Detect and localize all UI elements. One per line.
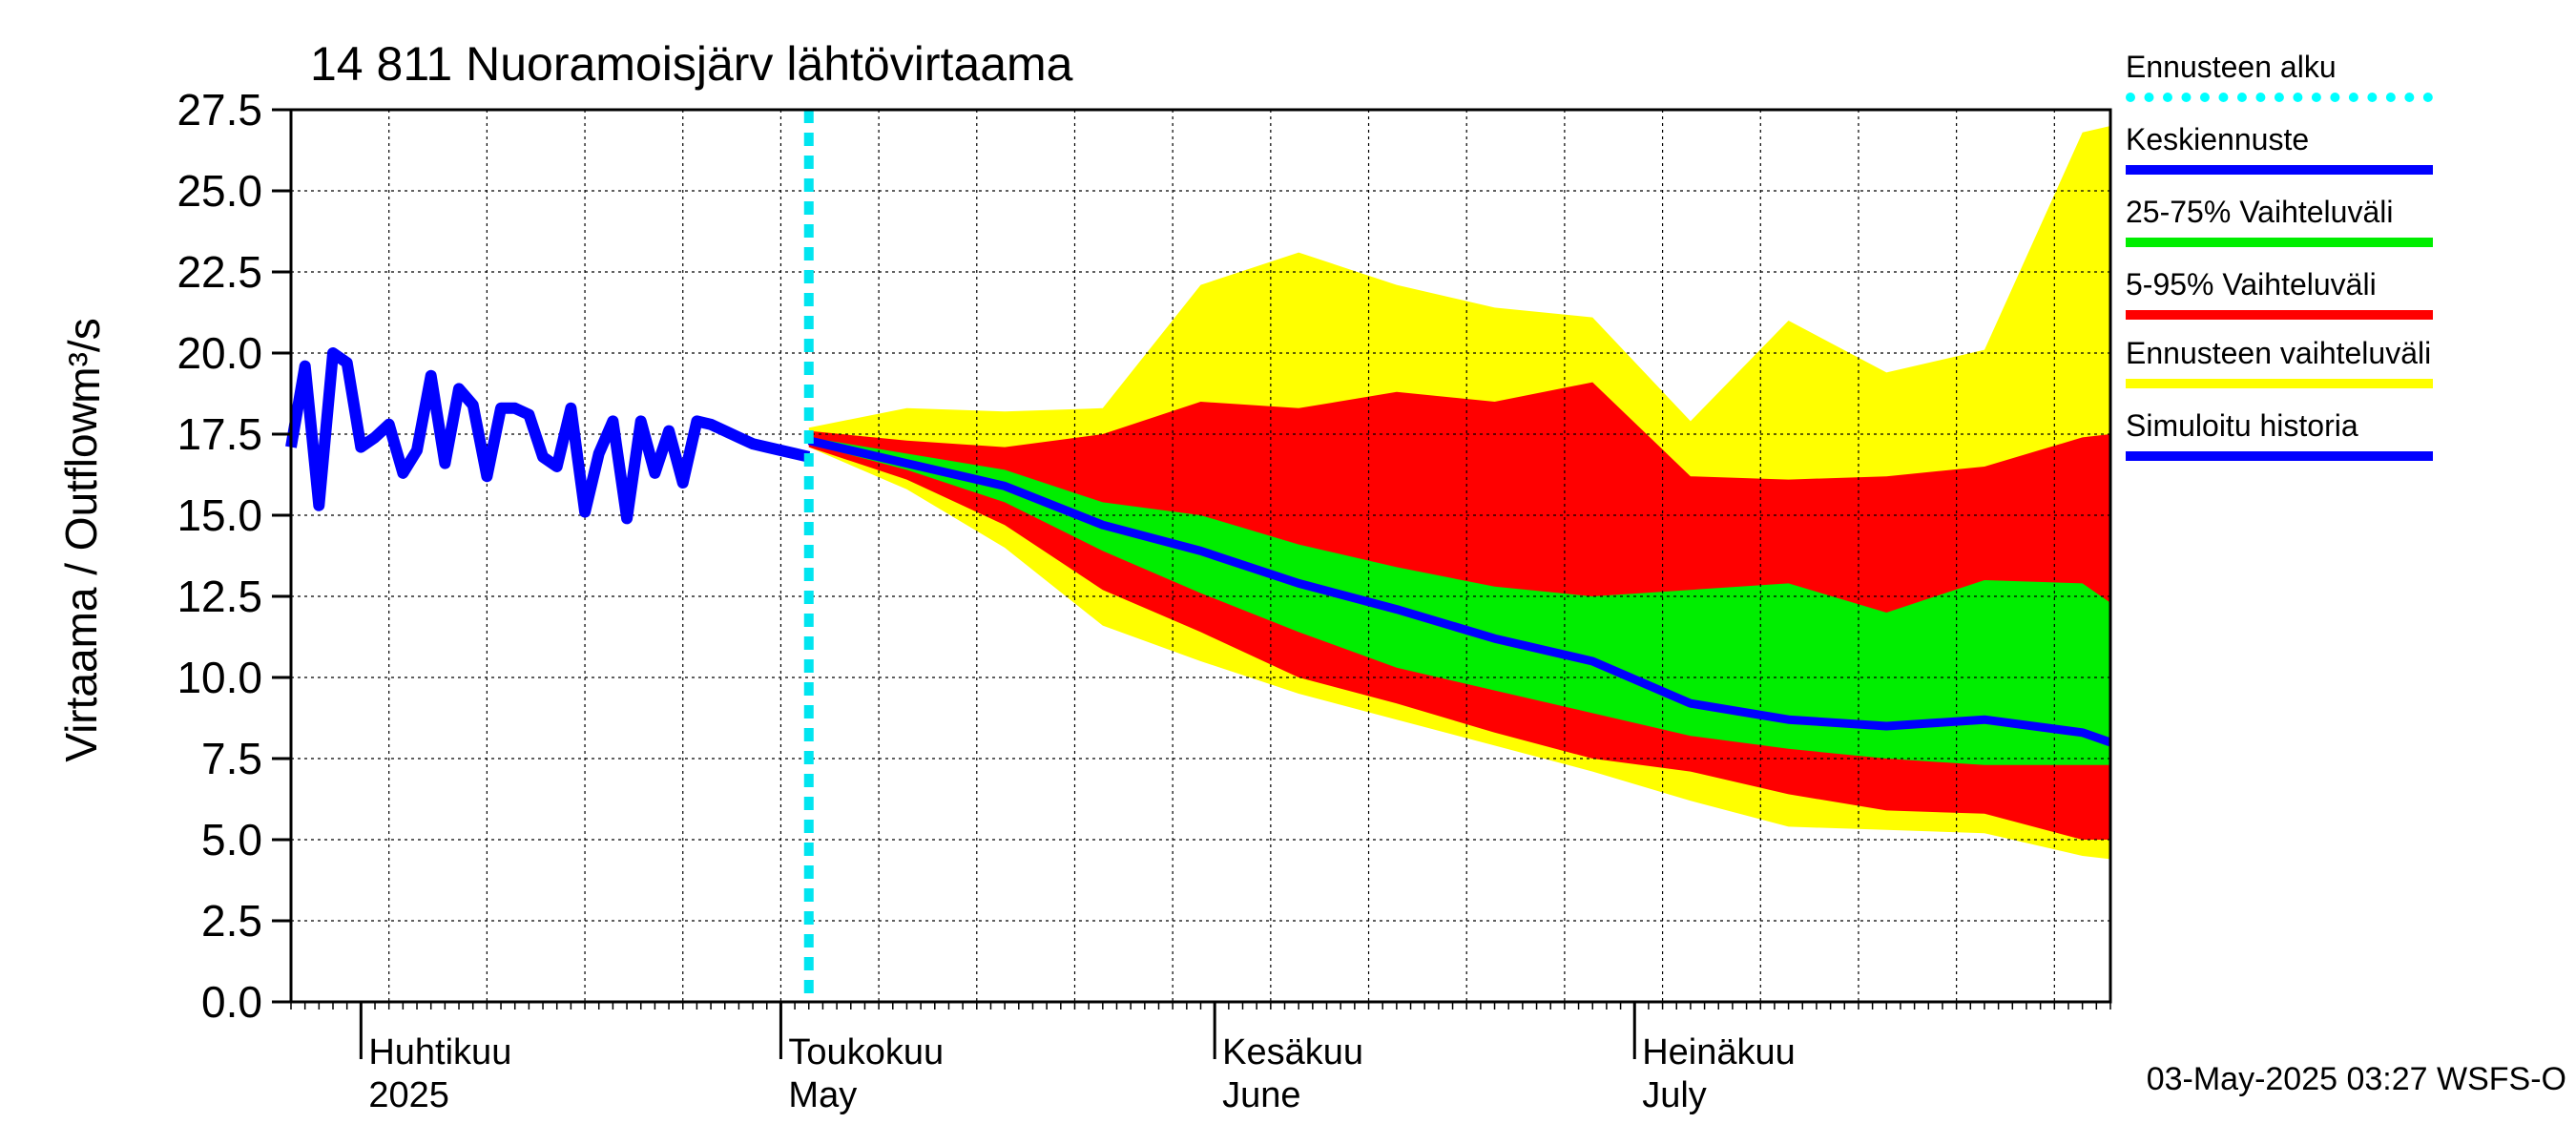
y-tick-label: 22.5 [177, 247, 262, 297]
y-tick-label: 10.0 [177, 653, 262, 702]
legend-swatch [2126, 165, 2433, 175]
y-tick-label: 15.0 [177, 490, 262, 540]
month-label-en: June [1222, 1075, 1300, 1115]
history-line [285, 347, 811, 525]
month-label-fi: Huhtikuu [368, 1032, 511, 1072]
legend-label: 5-95% Vaihteluväli [2126, 267, 2377, 302]
legend-item-history: Simuloitu historia [2126, 408, 2441, 461]
legend-label: Ennusteen vaihteluväli [2126, 336, 2432, 370]
legend-label: Simuloitu historia [2126, 408, 2358, 443]
y-tick-label: 2.5 [201, 896, 262, 946]
median-forecast-line [807, 436, 2112, 747]
legend-item-median: Keskiennuste [2126, 122, 2441, 175]
legend-item-p5-p95: 5-95% Vaihteluväli [2126, 267, 2441, 320]
legend-label: Ennusteen alku [2126, 50, 2337, 84]
y-axis-unit: m³/s [59, 318, 109, 404]
y-tick-label: 12.5 [177, 572, 262, 621]
y-tick-label: 7.5 [201, 734, 262, 783]
legend-label: 25-75% Vaihteluväli [2126, 195, 2394, 229]
legend-item-forecast-start: Ennusteen alku [2126, 50, 2441, 102]
month-label-en: 2025 [368, 1075, 449, 1115]
month-label-fi: Heinäkuu [1642, 1032, 1796, 1072]
y-tick-label: 0.0 [201, 977, 262, 1027]
axis-ticks: 0.0 2.5 5.0 7.5 10.0 12.5 15.0 17.5 20.0 22.5 25.0… [177, 85, 2111, 1115]
chart-title: 14 811 Nuoramoisjärv lähtövirtaama [310, 37, 1073, 91]
month-label-fi: Toukokuu [788, 1032, 944, 1072]
y-tick-label: 17.5 [177, 409, 262, 459]
legend-swatch [2126, 310, 2433, 320]
legend-swatch [2126, 93, 2433, 102]
legend-swatch [2126, 238, 2433, 247]
month-label-en: July [1642, 1075, 1707, 1115]
y-tick-label: 27.5 [177, 85, 262, 135]
forecast-bands [808, 126, 2110, 860]
legend-item-p25-p75: 25-75% Vaihteluväli [2126, 195, 2441, 247]
y-tick-label: 20.0 [177, 328, 262, 378]
legend-label: Keskiennuste [2126, 122, 2310, 156]
month-label-en: May [788, 1075, 857, 1115]
y-axis-label: Virtaama / Outflow [56, 402, 106, 762]
legend-swatch [2126, 451, 2433, 461]
y-tick-label: 5.0 [201, 815, 262, 864]
y-tick-label: 25.0 [177, 166, 262, 216]
legend-swatch [2126, 379, 2433, 388]
timestamp-footer: 03-May-2025 03:27 WSFS-O [2146, 1061, 2566, 1097]
month-label-fi: Kesäkuu [1222, 1032, 1363, 1072]
legend-item-range: Ennusteen vaihteluväli [2126, 336, 2441, 388]
series-lines [285, 110, 2112, 1002]
grid-lines [290, 109, 2110, 1003]
band-p25-p75 [808, 437, 2110, 765]
